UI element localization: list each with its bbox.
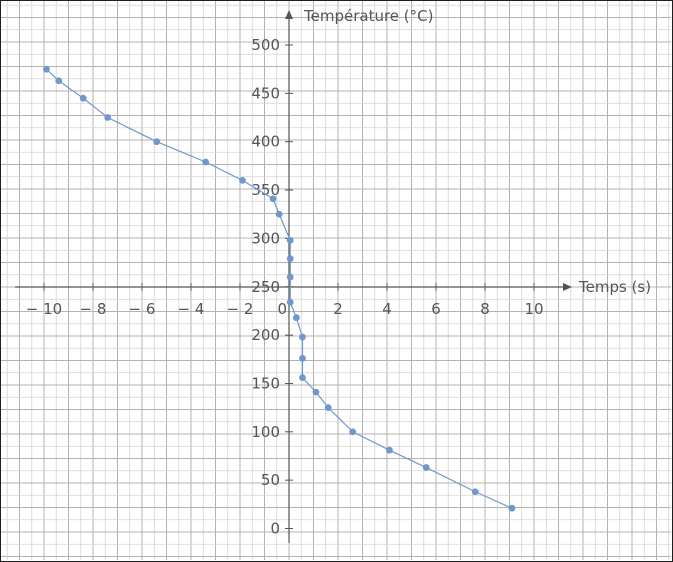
- x-tick-label: − 4: [178, 300, 205, 318]
- x-tick-label: 4: [382, 300, 392, 318]
- data-point: [299, 354, 306, 362]
- x-tick-label: − 10: [26, 300, 62, 318]
- y-tick-label: 250: [251, 278, 280, 296]
- data-point: [43, 65, 50, 73]
- data-point: [312, 388, 320, 396]
- y-tick-label: 500: [251, 36, 280, 54]
- data-point: [202, 158, 210, 166]
- y-tick-label: 450: [251, 84, 280, 102]
- y-tick-label: 350: [251, 181, 280, 199]
- y-axis-title: Température (°C): [303, 7, 433, 25]
- data-point: [286, 273, 294, 281]
- y-tick-label: 400: [251, 133, 280, 151]
- series-line: [46, 68, 513, 509]
- x-axis-title: Temps (s): [578, 278, 651, 296]
- tick-marks: [43, 44, 535, 529]
- data-point: [286, 236, 294, 244]
- data-point: [299, 333, 306, 341]
- data-point: [239, 176, 246, 184]
- series-points: [43, 65, 516, 512]
- tick-labels: − 10 − 8 − 6 − 4 − 2 0 2 4 6 8 10 250 300 350 400 450 50…: [26, 36, 544, 538]
- x-tick-label: 8: [480, 300, 490, 318]
- x-tick-label: − 2: [227, 300, 254, 318]
- x-tick-label: 0: [277, 300, 287, 318]
- data-point: [55, 77, 63, 85]
- y-tick-label: 50: [261, 471, 280, 489]
- data-point: [292, 314, 300, 322]
- data-point: [269, 195, 277, 203]
- x-tick-label: − 6: [129, 300, 156, 318]
- x-axis-arrowhead: [563, 283, 572, 291]
- data-point: [299, 374, 306, 382]
- x-tick-label: − 8: [80, 300, 107, 318]
- data-point: [508, 504, 516, 512]
- y-tick-label: 150: [251, 374, 280, 392]
- data-point: [422, 464, 430, 471]
- data-point: [286, 298, 294, 306]
- x-tick-label: 10: [524, 300, 543, 318]
- data-point: [386, 446, 393, 454]
- y-tick-label: 200: [251, 326, 280, 344]
- data-point: [471, 488, 479, 496]
- y-tick-label: 300: [251, 229, 280, 247]
- x-tick-label: 6: [431, 300, 441, 318]
- data-point: [349, 428, 357, 436]
- data-point: [275, 210, 283, 218]
- y-tick-label: 100: [251, 423, 280, 441]
- data-point: [324, 404, 332, 412]
- data-point: [286, 255, 294, 263]
- x-tick-label: 2: [333, 300, 343, 318]
- data-point: [104, 114, 112, 121]
- data-point: [79, 94, 87, 102]
- y-axis-arrowhead: [285, 10, 293, 19]
- y-tick-label: 0: [270, 520, 280, 538]
- data-point: [153, 138, 161, 146]
